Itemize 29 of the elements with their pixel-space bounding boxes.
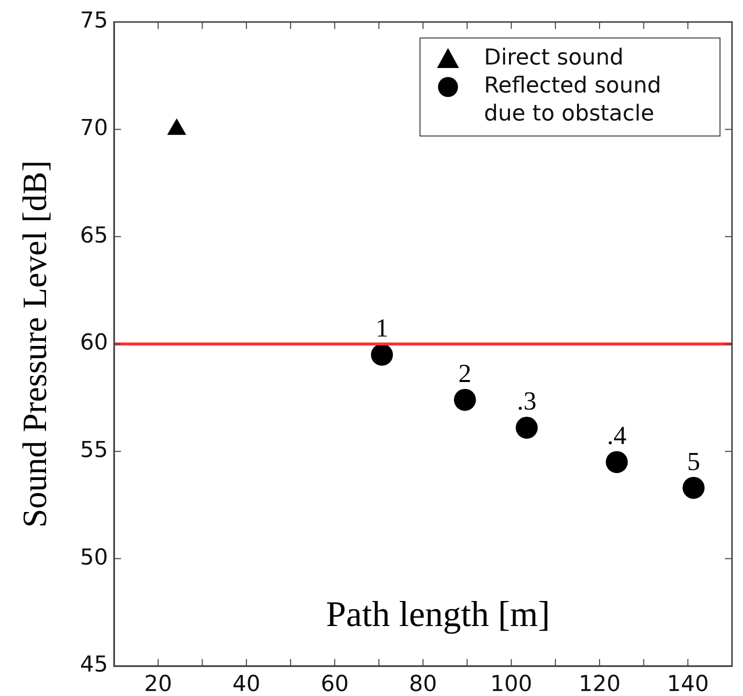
legend-label: Reflected sound due to obstacle: [484, 74, 662, 127]
y-tick-label: 70: [80, 116, 108, 142]
x-tick-label: 40: [232, 672, 260, 696]
point: [682, 476, 705, 499]
annotation: 1: [375, 314, 388, 343]
y-tick-label: 65: [80, 223, 108, 248]
x-tick-label: 100: [490, 672, 532, 696]
x-tick-label: 20: [144, 672, 172, 696]
point: [516, 416, 538, 439]
y-tick-label: 45: [80, 652, 108, 678]
y-tick-label: 75: [80, 8, 108, 34]
x-tick-label: 60: [320, 672, 349, 696]
point: [454, 388, 476, 411]
x-tick-label: 120: [578, 672, 621, 696]
y-tick-label: 50: [80, 545, 108, 570]
legend-label: Direct sound: [484, 46, 624, 71]
x-tick-label: 140: [666, 672, 709, 696]
x-axis-title: Path length [m]: [326, 594, 550, 634]
point: [606, 451, 628, 474]
y-tick-label: 60: [80, 330, 108, 356]
point: [167, 118, 186, 135]
y-axis-title: Sound Pressure Level [dB]: [17, 160, 54, 528]
y-tick-label: 55: [80, 438, 108, 464]
point: [370, 344, 393, 366]
annotation: .3: [516, 386, 536, 416]
annotation: 2: [458, 358, 472, 388]
x-tick-label: 80: [409, 672, 437, 696]
annotation: 5: [687, 446, 700, 476]
annotation: .4: [607, 421, 627, 450]
